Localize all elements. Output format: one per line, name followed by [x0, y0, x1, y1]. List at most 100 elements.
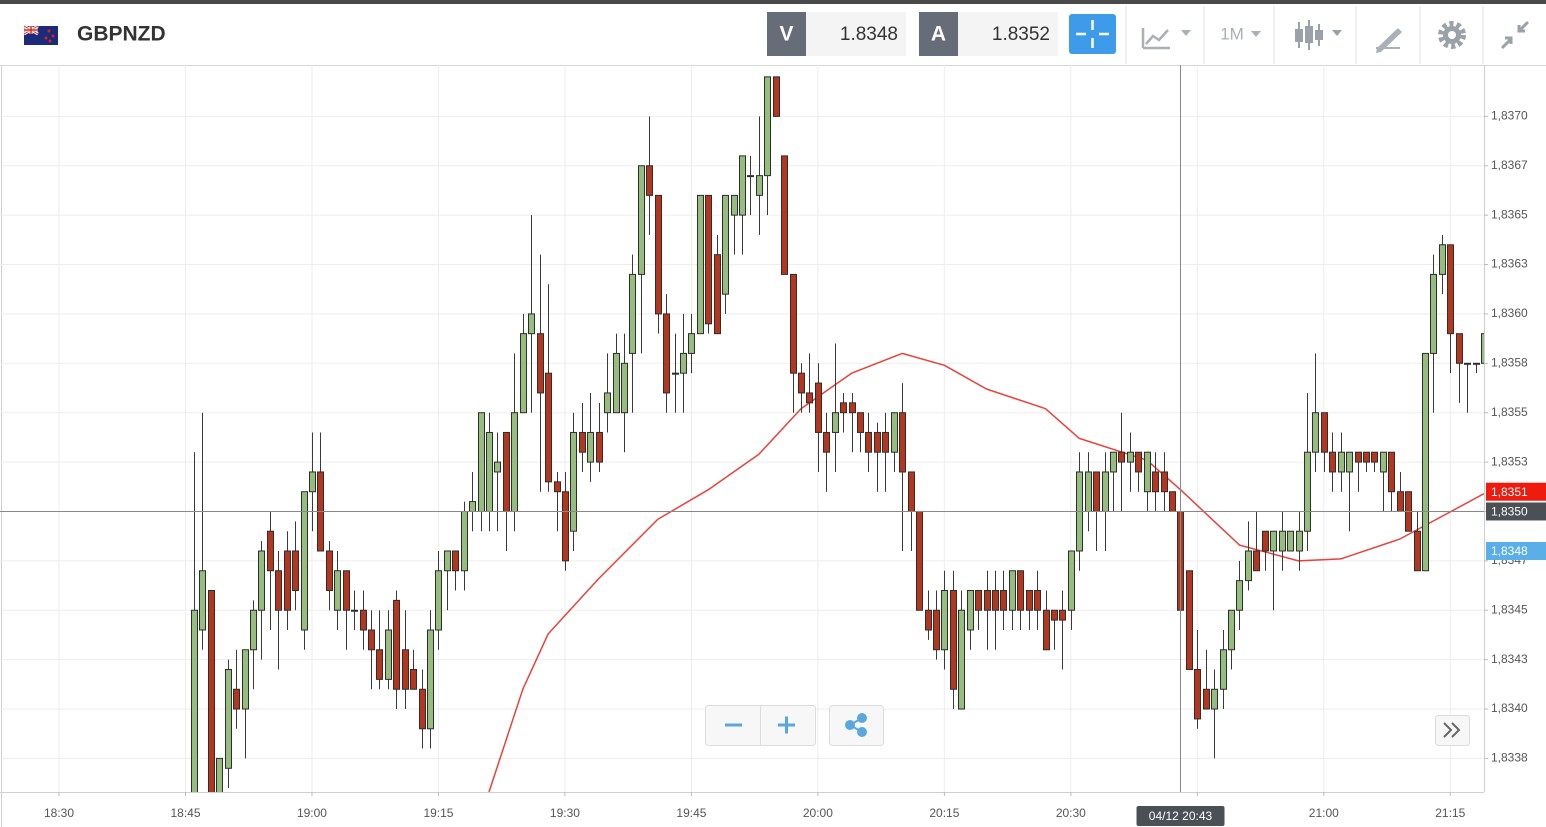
scroll-end-box — [1435, 715, 1470, 746]
candle-body — [368, 629, 375, 651]
candle-body — [351, 609, 358, 612]
timeframe[interactable]: 1M — [1220, 24, 1244, 43]
x-tick-label: 20:00 — [803, 806, 833, 820]
y-tick-label: 1,8367 — [1491, 158, 1528, 172]
crosshair-icon — [1076, 20, 1109, 48]
candle-body — [511, 412, 518, 512]
bid-box[interactable] — [806, 12, 906, 56]
crosshair-layer — [0, 65, 1484, 792]
x-tick-label: 19:30 — [550, 806, 580, 820]
scroll-end-button[interactable] — [1443, 722, 1461, 738]
settings-button[interactable] — [1438, 21, 1466, 49]
candle-body — [1102, 471, 1109, 512]
candle-body — [1000, 589, 1007, 611]
candle-body — [1059, 609, 1066, 621]
price-marker-box — [1486, 541, 1546, 560]
candle-body — [1279, 530, 1286, 552]
candle-body — [554, 481, 561, 493]
candle-body — [1026, 589, 1033, 611]
candle-body — [655, 194, 662, 315]
candle-body — [1228, 609, 1235, 651]
y-tick-label: 1,8360 — [1491, 306, 1528, 320]
candle-body — [613, 352, 620, 414]
candle-body — [1355, 451, 1362, 463]
crosshair-time-box — [1136, 806, 1225, 826]
candle-body — [250, 609, 257, 651]
candle-body — [722, 194, 729, 295]
candle-body — [1203, 688, 1210, 710]
candle-body — [562, 491, 569, 562]
candle-body — [832, 412, 839, 433]
bid-label: V — [779, 23, 793, 46]
candle-body — [1068, 550, 1075, 611]
candle-body — [823, 431, 830, 453]
share-button[interactable] — [845, 713, 867, 737]
candle-body — [874, 431, 881, 453]
candle-body — [343, 570, 350, 611]
candle-body — [747, 175, 754, 178]
candle-body — [258, 550, 265, 611]
candle-body — [486, 431, 493, 512]
candle-body — [1397, 491, 1404, 512]
candle-body — [899, 412, 906, 473]
candle-body — [756, 175, 763, 196]
candle-body — [579, 431, 586, 453]
candle-body — [1169, 491, 1176, 512]
candle-body — [1186, 570, 1193, 671]
candle-body — [781, 155, 788, 275]
candle-body — [233, 688, 240, 710]
candle-body — [984, 589, 991, 611]
candle-body — [444, 550, 451, 572]
zoom-in-button[interactable] — [778, 716, 795, 734]
draw-tool-button[interactable] — [1376, 28, 1402, 53]
candle-body — [731, 194, 738, 216]
candle-body — [1161, 471, 1168, 493]
collapse-button[interactable] — [1500, 20, 1530, 50]
price-marker-label: 1,8348 — [1491, 544, 1528, 558]
moving-average-layer — [488, 352, 1484, 792]
candle-body — [360, 609, 367, 631]
crosshair-button[interactable] — [1069, 14, 1116, 54]
top-strip — [0, 0, 1546, 4]
candle-body — [1236, 580, 1243, 611]
zoom-controls — [705, 705, 1470, 746]
candle-type-button[interactable] — [1295, 20, 1342, 50]
candle-body — [958, 609, 965, 710]
candle-body — [1363, 451, 1370, 463]
candle-body — [1262, 530, 1269, 552]
candle-body — [1346, 451, 1353, 473]
candle-body — [376, 649, 383, 680]
candle-body — [1464, 362, 1471, 365]
candle-body — [225, 669, 232, 769]
ask-badge[interactable] — [919, 12, 958, 56]
candle-body — [1043, 609, 1050, 651]
candle-body — [1127, 451, 1134, 463]
candle-body — [427, 629, 434, 730]
candle-body — [840, 402, 847, 414]
candle-body — [435, 570, 442, 631]
y-tick-label: 1,8355 — [1491, 405, 1528, 419]
x-tick-label: 19:15 — [423, 806, 453, 820]
candle-body — [1388, 451, 1395, 493]
candle-body — [950, 589, 957, 690]
candle-body — [570, 431, 577, 532]
candle-body — [908, 471, 915, 512]
bid-badge[interactable] — [767, 12, 806, 56]
candle-body — [1253, 550, 1260, 572]
symbol: GBPNZD — [77, 23, 166, 46]
candle-body — [764, 76, 771, 177]
candle-body — [1245, 550, 1252, 582]
candle-body — [621, 362, 628, 414]
candle-body — [191, 609, 198, 792]
candle-body — [199, 570, 206, 631]
candle-body — [1144, 451, 1151, 493]
candle-body — [1034, 589, 1041, 611]
chart-type-button[interactable] — [1141, 28, 1191, 50]
candle-body — [393, 599, 400, 690]
x-tick-label: 21:15 — [1435, 806, 1465, 820]
candle-body — [1422, 352, 1429, 572]
candle-body — [1329, 451, 1336, 473]
ask-box[interactable] — [958, 12, 1058, 56]
candle-body — [596, 431, 603, 463]
